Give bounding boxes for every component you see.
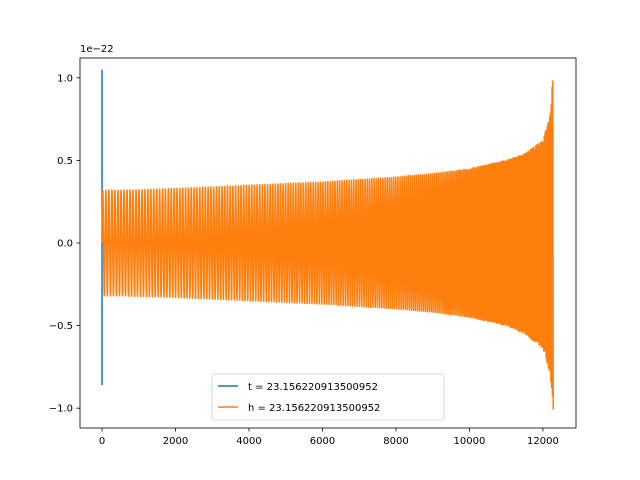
y-tick-label: 1.0 (57, 73, 73, 84)
y-tick-label: 0.5 (57, 156, 73, 167)
x-tick-label: 6000 (310, 436, 335, 447)
legend-box (211, 373, 445, 421)
y-offset-text: 1e−22 (80, 44, 114, 55)
x-tick-label: 12000 (527, 436, 559, 447)
y-tick-label: −1.0 (49, 404, 73, 415)
y-tick-label: −0.5 (49, 321, 73, 332)
ticks-layer: 0 2000 4000 6000 8000 10000 12000 −1.0 −0.5 0.0 0.… (49, 73, 559, 447)
legend: t = 23.156220913500952 h = 23.15622091350… (211, 373, 445, 421)
legend-label: h = 23.156220913500952 (248, 403, 380, 414)
x-tick-label: 0 (99, 436, 105, 447)
x-tick-label: 8000 (383, 436, 408, 447)
series-h-line (101, 80, 554, 410)
x-tick-label: 2000 (163, 436, 188, 447)
series-layer (101, 69, 554, 410)
y-tick-label: 0.0 (57, 239, 73, 250)
x-tick-label: 10000 (454, 436, 486, 447)
legend-label: t = 23.156220913500952 (248, 382, 378, 393)
x-tick-label: 4000 (236, 436, 261, 447)
